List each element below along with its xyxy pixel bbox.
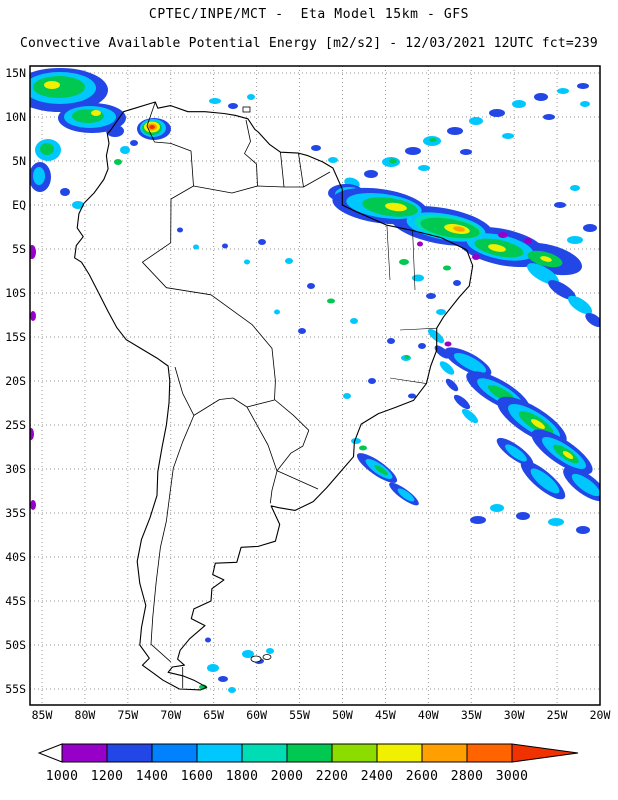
longitude-axis: 85W 80W 75W 70W 65W 60W 55W 50W 45W 40W 35W 30W 25W 2… [32,708,611,722]
lat-label-25S: 25S [5,418,26,432]
legend-color-box-2000 [286,743,333,763]
lon-label-80W: 80W [75,708,96,722]
lon-label-45W: 45W [375,708,396,722]
lon-label-85W: 85W [32,708,53,722]
legend-color-box-1200 [106,743,153,763]
lon-label-25W: 25W [547,708,568,722]
legend-label-2000: 2000 [270,769,304,784]
lon-label-20W: 20W [590,708,611,722]
legend-label-2600: 2600 [405,769,439,784]
legend-color-box-2200 [331,743,378,763]
lat-label-15N: 15N [5,66,26,80]
legend-label-1800: 1800 [225,769,259,784]
lon-label-50W: 50W [332,708,353,722]
lat-label-50S: 50S [5,638,26,652]
lon-label-55W: 55W [289,708,310,722]
falkland-islands [250,654,272,663]
legend-label-1600: 1600 [180,769,214,784]
legend-label-1200: 1200 [90,769,124,784]
header-field-title: Convective Available Potential Energy [m… [20,36,598,51]
lon-label-75W: 75W [117,708,138,722]
legend-color-box-1000 [61,743,108,763]
lon-label-65W: 65W [203,708,224,722]
header-model-title: CPTEC/INPE/MCT - Eta Model 15km - GFS [148,7,470,22]
legend-color-box-1400 [151,743,198,763]
lat-label-15S: 15S [5,330,26,344]
legend-label-2200: 2200 [315,769,349,784]
lat-label-EQ: EQ [12,198,26,212]
legend-label-1400: 1400 [135,769,169,784]
lat-label-55S: 55S [5,682,26,696]
lon-label-35W: 35W [461,708,482,722]
legend-color-box-2600 [421,743,468,763]
lat-label-45S: 45S [5,594,26,608]
legend-right-arrow [511,743,579,763]
lat-label-10N: 10N [5,110,26,124]
legend-label-3000: 3000 [495,769,529,784]
legend-label-1000: 1000 [45,769,79,784]
lon-label-60W: 60W [246,708,267,722]
country-borders [142,101,331,688]
legend-color-box-1800 [241,743,288,763]
state-borders [386,225,437,384]
lat-label-5N: 5N [12,154,26,168]
lon-label-30W: 30W [504,708,525,722]
legend-color-box-2400 [376,743,423,763]
trinidad-island [242,106,251,113]
legend-color-box-1600 [196,743,243,763]
lat-label-35S: 35S [5,506,26,520]
lat-label-40S: 40S [5,550,26,564]
map-frame [29,65,601,706]
lat-label-5S: 5S [12,242,26,256]
lon-label-40W: 40W [418,708,439,722]
lon-label-70W: 70W [160,708,181,722]
legend-bar [37,743,579,763]
lat-label-10S: 10S [5,286,26,300]
lat-label-30S: 30S [5,462,26,476]
legend-label-2400: 2400 [360,769,394,784]
coastline [74,101,474,691]
color-scale-legend: 1000 1200 1400 1600 1800 2000 2200 2400 2600 2800… [36,742,596,792]
lat-label-20S: 20S [5,374,26,388]
legend-color-box-2800 [466,743,513,763]
legend-left-arrow [37,743,63,763]
latitude-axis: 15N 10N 5N EQ 5S 10S 15S 20S 25S 30S 35S 40S 45S 50S 5… [5,66,26,696]
legend-label-2800: 2800 [450,769,484,784]
cape-shading [30,68,600,693]
